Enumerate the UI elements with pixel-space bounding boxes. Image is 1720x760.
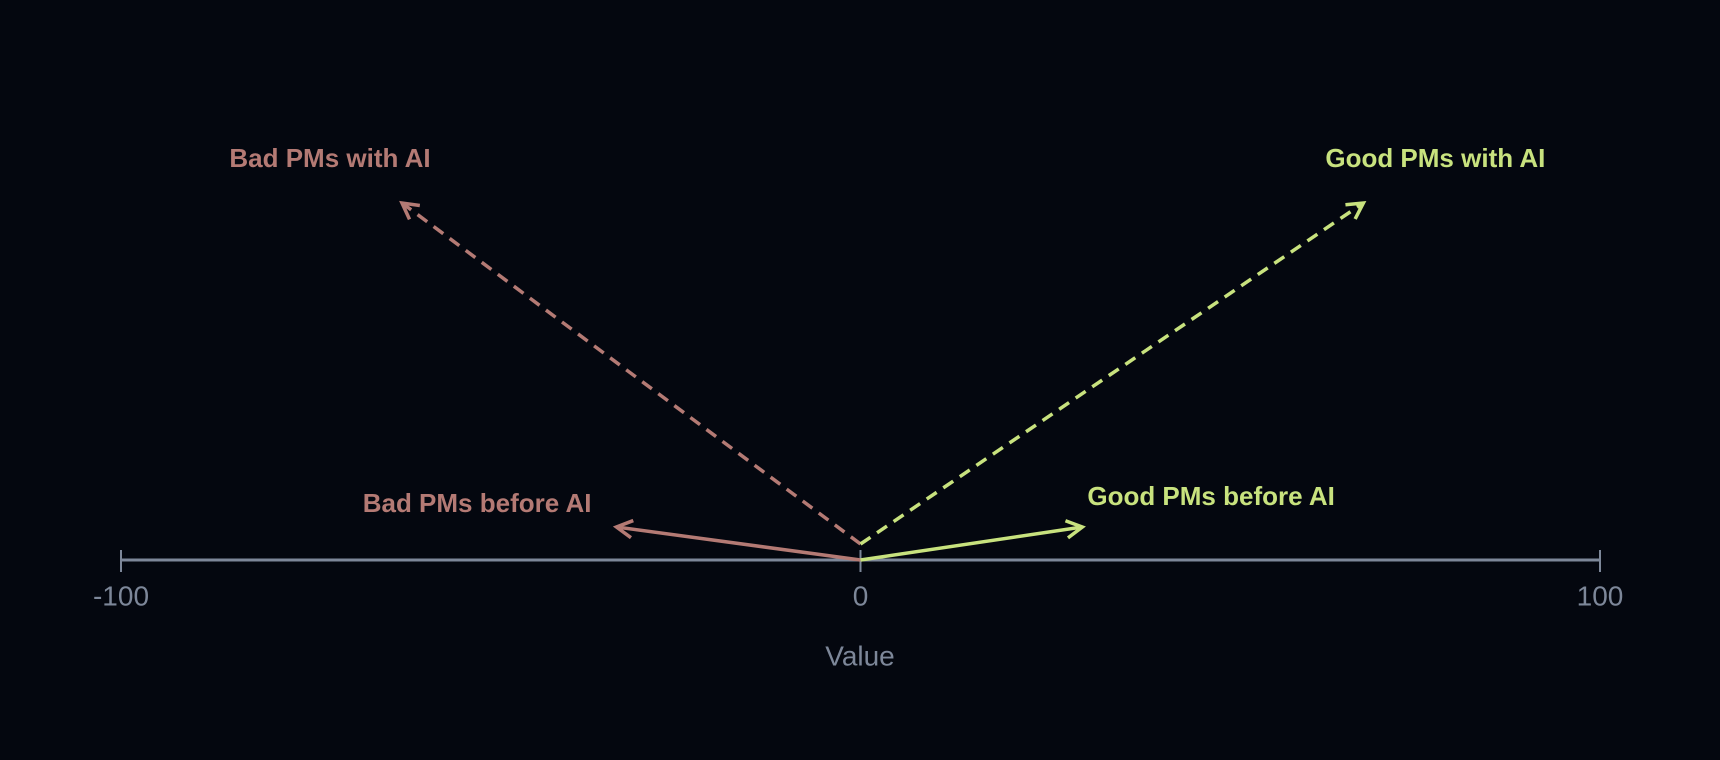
arrow: [859, 200, 1367, 546]
arrow-label: Good PMs before AI: [1087, 481, 1335, 511]
arrow: [612, 518, 861, 562]
x-tick-label: -100: [93, 580, 149, 611]
arrow-shaft: [860, 525, 1083, 562]
arrow-shaft: [400, 201, 862, 546]
arrow-label: Bad PMs with AI: [229, 143, 430, 173]
x-axis-label: Value: [825, 640, 895, 671]
arrow-label: Bad PMs before AI: [363, 488, 592, 518]
arrow-shaft: [616, 525, 861, 562]
arrow-shaft: [859, 201, 1365, 546]
arrow-head: [612, 518, 634, 540]
arrow-head: [1345, 200, 1367, 220]
arrow-head: [399, 200, 421, 221]
arrow: [860, 519, 1086, 562]
arrow: [399, 200, 862, 546]
arrow-label: Good PMs with AI: [1325, 143, 1545, 173]
x-tick-label: 100: [1577, 580, 1624, 611]
arrow-head: [1064, 519, 1086, 540]
x-tick-label: 0: [853, 580, 869, 611]
